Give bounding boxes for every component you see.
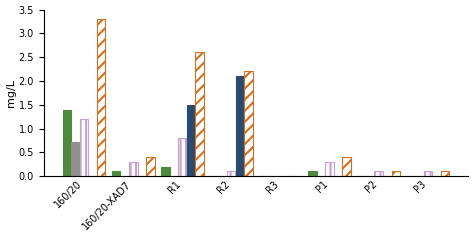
Bar	[72, 142, 80, 176]
Bar	[112, 172, 120, 176]
Y-axis label: mg/L: mg/L	[6, 79, 16, 107]
Bar	[227, 172, 236, 176]
Bar	[195, 52, 204, 176]
Bar	[97, 19, 105, 176]
Bar	[424, 172, 432, 176]
Bar	[187, 105, 195, 176]
Bar	[441, 172, 449, 176]
Bar	[129, 162, 137, 176]
Bar	[161, 167, 170, 176]
Bar	[236, 76, 244, 176]
Bar	[178, 138, 187, 176]
Bar	[374, 172, 383, 176]
Bar	[342, 157, 351, 176]
Bar	[325, 162, 334, 176]
Bar	[80, 119, 89, 176]
Bar	[146, 157, 155, 176]
Bar	[309, 172, 317, 176]
Bar	[392, 172, 400, 176]
Bar	[63, 109, 72, 176]
Bar	[244, 72, 253, 176]
